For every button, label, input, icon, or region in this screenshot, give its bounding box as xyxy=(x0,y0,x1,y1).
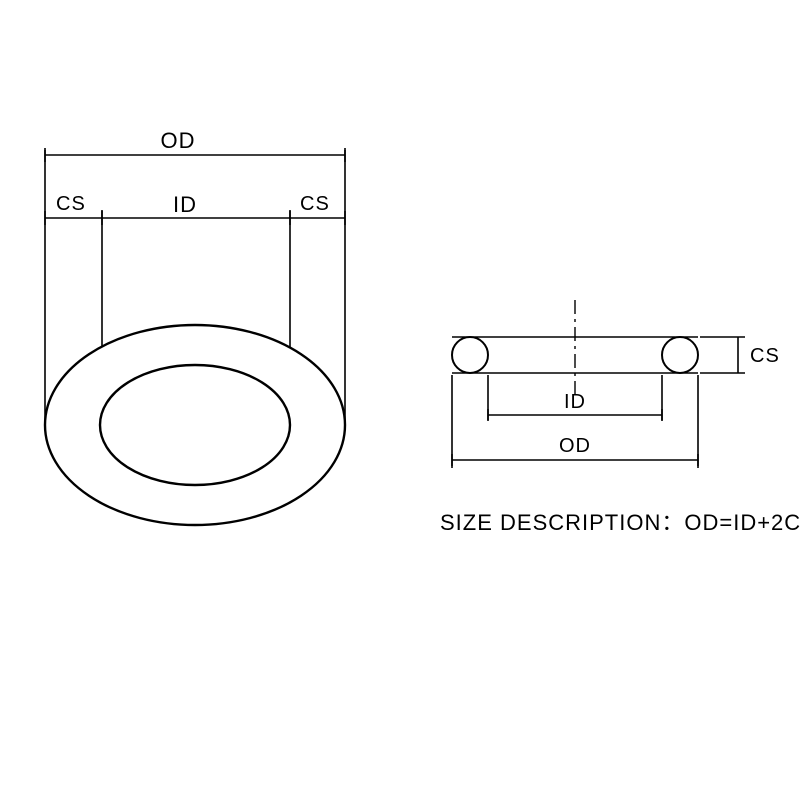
size-description: SIZE DESCRIPTION：OD=ID+2CS xyxy=(440,510,800,535)
label-od-top: OD xyxy=(161,128,196,153)
label-cs-side: CS xyxy=(750,345,780,367)
label-cs-left: CS xyxy=(56,193,86,215)
left-figure: OD CS ID CS xyxy=(45,128,345,525)
label-id-side: ID xyxy=(564,391,586,413)
right-figure: CS ID OD xyxy=(452,300,780,468)
label-id-top: ID xyxy=(173,192,197,217)
section-circle-right xyxy=(662,337,698,373)
label-od-side: OD xyxy=(559,435,591,457)
label-cs-right: CS xyxy=(300,193,330,215)
section-circle-left xyxy=(452,337,488,373)
oring-diagram: OD CS ID CS CS xyxy=(0,0,800,800)
